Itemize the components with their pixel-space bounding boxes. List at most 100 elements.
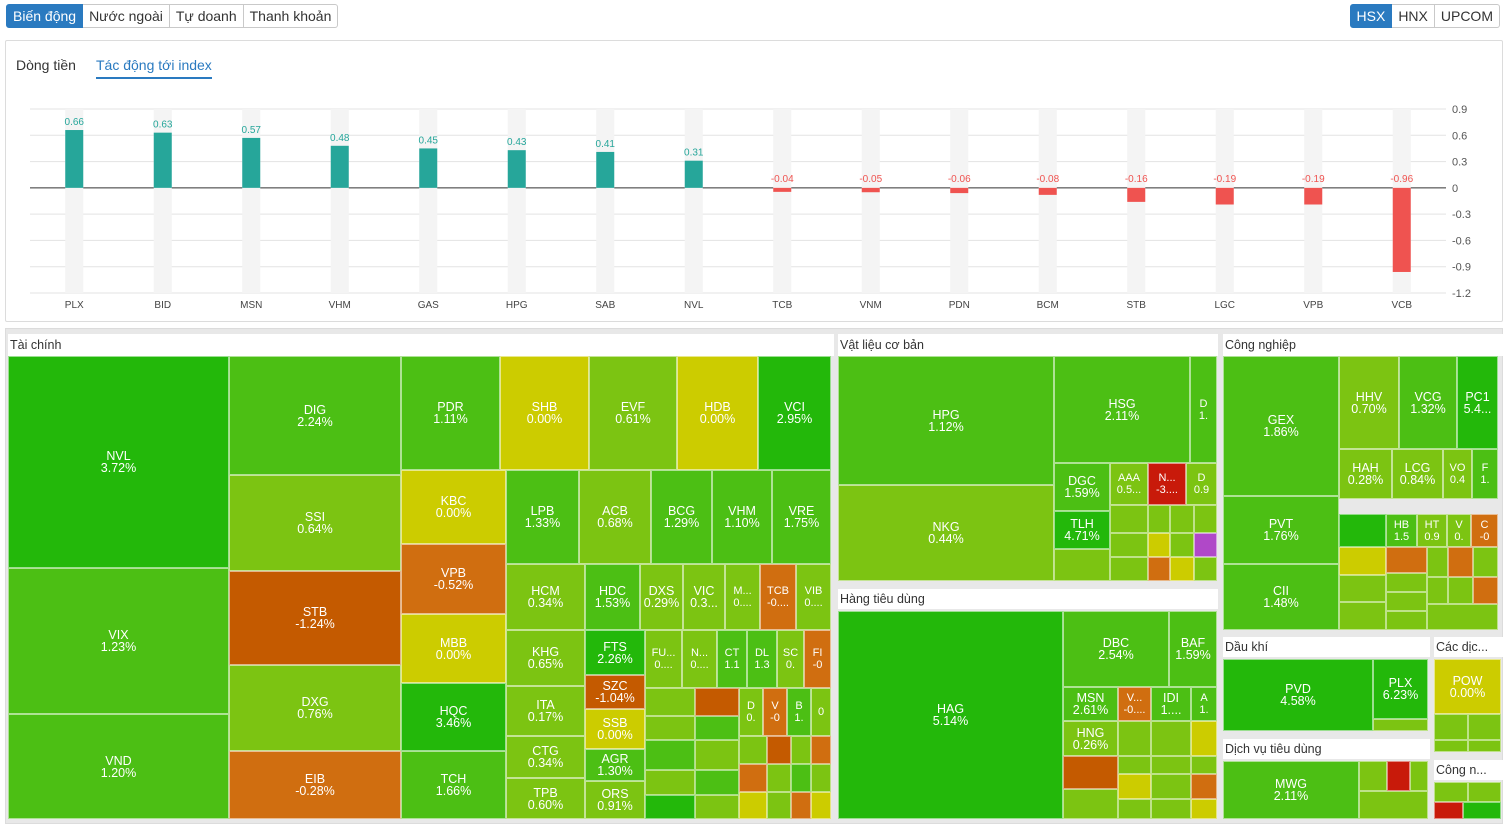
stock-tile-ita[interactable]: ITA 0.17% (506, 686, 585, 736)
minor-stock-tile[interactable] (739, 736, 767, 764)
stock-tile-nvl[interactable]: NVL 3.72% (8, 356, 229, 568)
stock-tile-hsg[interactable]: HSG 2.11% (1054, 356, 1190, 463)
stock-tile-sc[interactable]: SC 0. (777, 630, 804, 688)
stock-tile-ssi[interactable]: SSI 0.64% (229, 475, 401, 571)
minor-stock-tile[interactable] (1468, 740, 1501, 752)
minor-stock-tile[interactable] (1170, 505, 1194, 533)
minor-stock-tile[interactable] (1359, 791, 1428, 819)
minor-stock-tile[interactable] (1170, 557, 1194, 581)
minor-stock-tile[interactable] (1170, 533, 1194, 557)
stock-tile-khg[interactable]: KHG 0.65% (506, 630, 585, 686)
exchange-hsx[interactable]: HSX (1349, 4, 1393, 28)
minor-stock-tile[interactable] (1386, 592, 1427, 611)
stock-tile-pvt[interactable]: PVT 1.76% (1223, 496, 1339, 564)
stock-tile-pc1[interactable]: PC1 5.4... (1457, 356, 1498, 449)
minor-stock-tile[interactable] (1339, 514, 1386, 547)
minor-stock-tile[interactable] (1386, 611, 1427, 630)
stock-tile-vic[interactable]: VIC 0.3... (683, 564, 725, 630)
stock-tile-gex[interactable]: GEX 1.86% (1223, 356, 1339, 496)
stock-tile-fts[interactable]: FTS 2.26% (585, 630, 645, 675)
stock-tile-c[interactable]: C -0 (1471, 514, 1498, 547)
minor-stock-tile[interactable] (1373, 719, 1428, 731)
stock-tile-evf[interactable]: EVF 0.61% (589, 356, 677, 470)
stock-tile-cii[interactable]: CII 1.48% (1223, 564, 1339, 630)
stock-tile-szc[interactable]: SZC -1.04% (585, 675, 645, 709)
minor-stock-tile[interactable] (1427, 577, 1448, 604)
minor-stock-tile[interactable] (1473, 547, 1498, 577)
minor-stock-tile[interactable] (1151, 799, 1191, 819)
stock-tile-fu[interactable]: FU... 0.... (645, 630, 682, 688)
minor-stock-tile[interactable] (1063, 756, 1118, 789)
stock-tile-aaa[interactable]: AAA 0.5... (1110, 463, 1148, 505)
minor-stock-tile[interactable] (695, 770, 739, 795)
minor-stock-tile[interactable] (767, 736, 791, 764)
minor-stock-tile[interactable] (1410, 761, 1428, 791)
minor-stock-tile[interactable] (695, 716, 739, 740)
stock-tile-fi[interactable]: FI -0 (804, 630, 831, 688)
stock-tile-v[interactable]: V -0 (763, 688, 787, 736)
minor-stock-tile[interactable] (1191, 799, 1217, 819)
stock-tile-stb[interactable]: STB -1.24% (229, 571, 401, 665)
minor-stock-tile[interactable] (1359, 761, 1387, 791)
stock-tile-d[interactable]: D 0. (739, 688, 763, 736)
minor-stock-tile[interactable] (791, 736, 811, 764)
stock-tile-hdc[interactable]: HDC 1.53% (585, 564, 640, 630)
stock-tile-baf[interactable]: BAF 1.59% (1169, 611, 1217, 687)
tab-tu-doanh[interactable]: Tự doanh (169, 4, 244, 28)
stock-tile-tlh[interactable]: TLH 4.71% (1054, 511, 1110, 549)
stock-tile-n[interactable]: N... 0.... (682, 630, 717, 688)
stock-tile-dbc[interactable]: DBC 2.54% (1063, 611, 1169, 687)
minor-stock-tile[interactable] (1191, 721, 1217, 756)
minor-stock-tile[interactable] (1148, 533, 1170, 557)
minor-stock-tile[interactable] (1118, 799, 1151, 819)
minor-stock-tile[interactable] (1386, 573, 1427, 592)
stock-tile-hb[interactable]: HB 1.5 (1386, 514, 1417, 547)
minor-stock-tile[interactable] (1194, 557, 1217, 581)
stock-tile-ht[interactable]: HT 0.9 (1417, 514, 1447, 547)
minor-stock-tile[interactable] (695, 795, 739, 819)
stock-tile-eib[interactable]: EIB -0.28% (229, 751, 401, 819)
stock-tile-d[interactable]: D 0.9 (1186, 463, 1217, 505)
minor-stock-tile[interactable] (695, 740, 739, 770)
stock-tile-f[interactable]: F 1. (1472, 449, 1498, 499)
minor-stock-tile[interactable] (1473, 577, 1498, 604)
minor-stock-tile[interactable] (1339, 602, 1386, 630)
stock-tile-tcb[interactable]: TCB -0.... (760, 564, 796, 630)
stock-tile-tch[interactable]: TCH 1.66% (401, 751, 506, 819)
minor-stock-tile[interactable] (791, 764, 811, 792)
minor-stock-tile[interactable] (1110, 557, 1148, 581)
minor-stock-tile[interactable] (1468, 714, 1501, 740)
stock-tile-dig[interactable]: DIG 2.24% (229, 356, 401, 475)
minor-stock-tile[interactable] (1191, 774, 1217, 799)
stock-tile-bcg[interactable]: BCG 1.29% (651, 470, 712, 564)
stock-tile-vo[interactable]: VO 0.4 (1443, 449, 1472, 499)
minor-stock-tile[interactable] (1434, 714, 1468, 740)
stock-tile-hdb[interactable]: HDB 0.00% (677, 356, 758, 470)
stock-tile-m[interactable]: M... 0.... (725, 564, 760, 630)
stock-tile-shb[interactable]: SHB 0.00% (500, 356, 589, 470)
tab-dong-tien[interactable]: Dòng tiền (16, 57, 76, 73)
minor-stock-tile[interactable] (1427, 604, 1498, 630)
minor-stock-tile[interactable] (1434, 740, 1468, 752)
stock-tile-x[interactable]: 0 (811, 688, 831, 736)
stock-tile-ors[interactable]: ORS 0.91% (585, 781, 645, 819)
minor-stock-tile[interactable] (645, 740, 695, 770)
minor-stock-tile[interactable] (1387, 761, 1410, 791)
stock-tile-vhm[interactable]: VHM 1.10% (712, 470, 772, 564)
stock-tile-hng[interactable]: HNG 0.26% (1063, 721, 1118, 756)
minor-stock-tile[interactable] (645, 716, 695, 740)
stock-tile-kbc[interactable]: KBC 0.00% (401, 470, 506, 544)
stock-tile-lpb[interactable]: LPB 1.33% (506, 470, 579, 564)
minor-stock-tile[interactable] (1448, 547, 1473, 577)
stock-tile-mwg[interactable]: MWG 2.11% (1223, 761, 1359, 819)
stock-tile-d[interactable]: D 1. (1190, 356, 1217, 463)
stock-tile-b[interactable]: B 1. (787, 688, 811, 736)
stock-tile-hah[interactable]: HAH 0.28% (1339, 449, 1392, 499)
stock-tile-tpb[interactable]: TPB 0.60% (506, 778, 585, 819)
stock-tile-nkg[interactable]: NKG 0.44% (838, 485, 1054, 581)
minor-stock-tile[interactable] (1434, 782, 1468, 802)
stock-tile-dgc[interactable]: DGC 1.59% (1054, 463, 1110, 511)
exchange-hnx[interactable]: HNX (1392, 4, 1435, 28)
minor-stock-tile[interactable] (695, 688, 739, 716)
stock-tile-ssb[interactable]: SSB 0.00% (585, 709, 645, 749)
